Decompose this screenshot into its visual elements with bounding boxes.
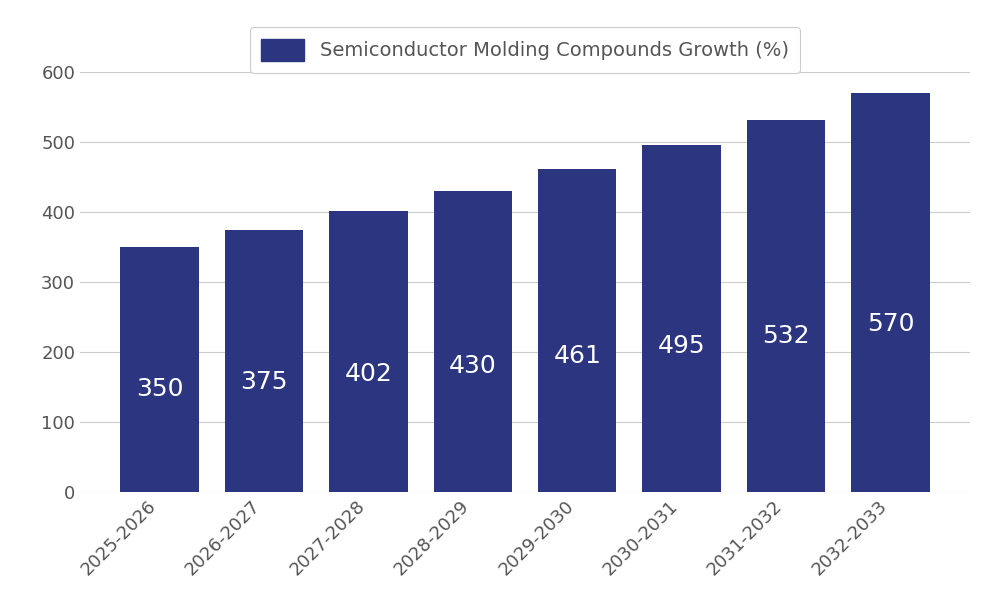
Text: 461: 461	[553, 344, 601, 368]
Bar	[642, 145, 721, 492]
Bar	[538, 169, 616, 492]
Bar	[329, 211, 408, 492]
Text: 402: 402	[344, 362, 392, 386]
Legend: Semiconductor Molding Compounds Growth (%): Semiconductor Molding Compounds Growth (…	[250, 27, 800, 73]
Text: 430: 430	[449, 353, 497, 377]
Text: 532: 532	[762, 323, 810, 347]
Bar	[225, 229, 303, 492]
Bar	[434, 191, 512, 492]
Bar	[120, 247, 199, 492]
Text: 350: 350	[136, 377, 183, 401]
Text: 570: 570	[867, 313, 914, 337]
Bar	[747, 119, 825, 492]
Text: 375: 375	[240, 370, 288, 394]
Text: 495: 495	[658, 334, 705, 358]
Bar	[851, 93, 930, 492]
